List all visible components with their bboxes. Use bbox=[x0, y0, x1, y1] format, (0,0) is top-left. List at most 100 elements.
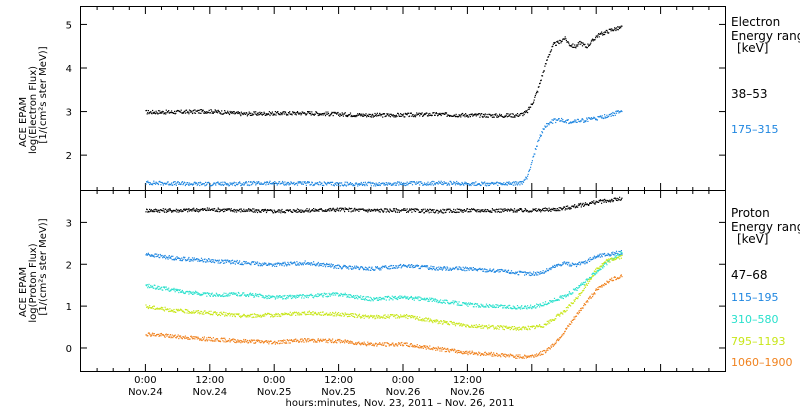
data-point bbox=[255, 183, 257, 185]
data-point bbox=[376, 266, 378, 268]
data-point bbox=[465, 267, 467, 269]
data-point bbox=[345, 185, 347, 187]
data-point bbox=[359, 316, 361, 318]
data-point bbox=[259, 315, 261, 317]
data-point bbox=[382, 316, 384, 318]
data-point bbox=[199, 112, 201, 114]
data-point bbox=[494, 114, 496, 116]
data-point bbox=[239, 182, 241, 184]
data-point bbox=[549, 267, 551, 269]
data-point bbox=[535, 326, 537, 328]
data-point bbox=[224, 262, 226, 264]
data-point bbox=[290, 297, 293, 300]
data-point bbox=[237, 112, 239, 115]
data-point bbox=[321, 314, 323, 316]
data-point bbox=[376, 115, 378, 117]
data-point bbox=[203, 293, 205, 295]
data-point bbox=[456, 180, 458, 183]
data-point bbox=[223, 183, 225, 186]
data-point bbox=[584, 120, 586, 122]
data-point bbox=[488, 304, 491, 306]
data-point bbox=[456, 301, 458, 303]
data-point bbox=[568, 291, 570, 293]
data-point bbox=[170, 183, 172, 185]
data-point bbox=[423, 265, 426, 267]
data-point bbox=[547, 323, 549, 325]
data-point bbox=[543, 128, 545, 130]
data-point bbox=[188, 113, 190, 115]
data-point bbox=[543, 70, 545, 72]
data-point bbox=[307, 313, 309, 315]
data-point bbox=[179, 210, 181, 212]
data-point bbox=[542, 71, 544, 73]
data-point bbox=[282, 180, 284, 183]
data-point bbox=[224, 259, 226, 261]
data-point bbox=[567, 264, 569, 266]
data-point bbox=[370, 267, 372, 269]
data-point bbox=[339, 113, 341, 115]
data-point bbox=[426, 265, 429, 267]
data-point bbox=[511, 182, 513, 184]
data-point bbox=[360, 295, 362, 297]
data-point bbox=[154, 253, 157, 255]
data-point bbox=[330, 293, 332, 295]
data-point bbox=[316, 264, 318, 266]
electron-legend: Electron Energy ranges [keV] 38–53 175–3… bbox=[731, 15, 800, 136]
data-point bbox=[190, 292, 192, 294]
data-point bbox=[577, 118, 579, 120]
data-point bbox=[197, 292, 199, 294]
data-point bbox=[336, 267, 338, 269]
data-point bbox=[583, 287, 585, 290]
data-point bbox=[270, 316, 272, 318]
data-point bbox=[609, 199, 611, 201]
data-point bbox=[421, 112, 423, 114]
data-point bbox=[457, 116, 460, 118]
data-point bbox=[403, 209, 405, 211]
data-point bbox=[261, 315, 263, 318]
data-point bbox=[618, 26, 620, 28]
data-point bbox=[304, 311, 306, 313]
data-point bbox=[485, 325, 488, 327]
data-point bbox=[504, 208, 506, 210]
data-point bbox=[404, 296, 406, 298]
data-point bbox=[440, 114, 442, 117]
data-point bbox=[491, 114, 493, 116]
data-point bbox=[567, 41, 569, 43]
data-point bbox=[462, 266, 464, 268]
data-point bbox=[414, 297, 416, 299]
data-point bbox=[281, 264, 283, 267]
data-point bbox=[555, 299, 557, 301]
data-point bbox=[529, 328, 531, 331]
data-point bbox=[489, 268, 491, 270]
data-point bbox=[400, 181, 402, 183]
data-point bbox=[524, 274, 526, 276]
data-point bbox=[287, 183, 289, 185]
data-point bbox=[249, 114, 251, 116]
data-point bbox=[475, 306, 477, 308]
data-point bbox=[374, 208, 376, 211]
data-point bbox=[591, 39, 593, 41]
data-point bbox=[444, 320, 446, 322]
data-point bbox=[536, 271, 538, 273]
data-point bbox=[512, 184, 514, 186]
x-tick-date: Nov.25 bbox=[257, 387, 292, 398]
data-point bbox=[354, 295, 356, 297]
data-point bbox=[210, 259, 212, 261]
data-point bbox=[165, 211, 167, 213]
data-point bbox=[295, 297, 297, 299]
data-point bbox=[156, 307, 158, 309]
data-point bbox=[412, 315, 414, 317]
data-point bbox=[352, 185, 354, 187]
data-point bbox=[608, 200, 610, 202]
data-point bbox=[323, 112, 325, 114]
data-point bbox=[243, 261, 245, 263]
data-point bbox=[435, 211, 437, 213]
data-point bbox=[285, 113, 287, 115]
data-point bbox=[346, 295, 349, 297]
data-point bbox=[491, 208, 493, 210]
data-point bbox=[493, 183, 495, 185]
data-point bbox=[227, 112, 229, 114]
data-point bbox=[460, 210, 462, 212]
data-point bbox=[474, 303, 476, 306]
